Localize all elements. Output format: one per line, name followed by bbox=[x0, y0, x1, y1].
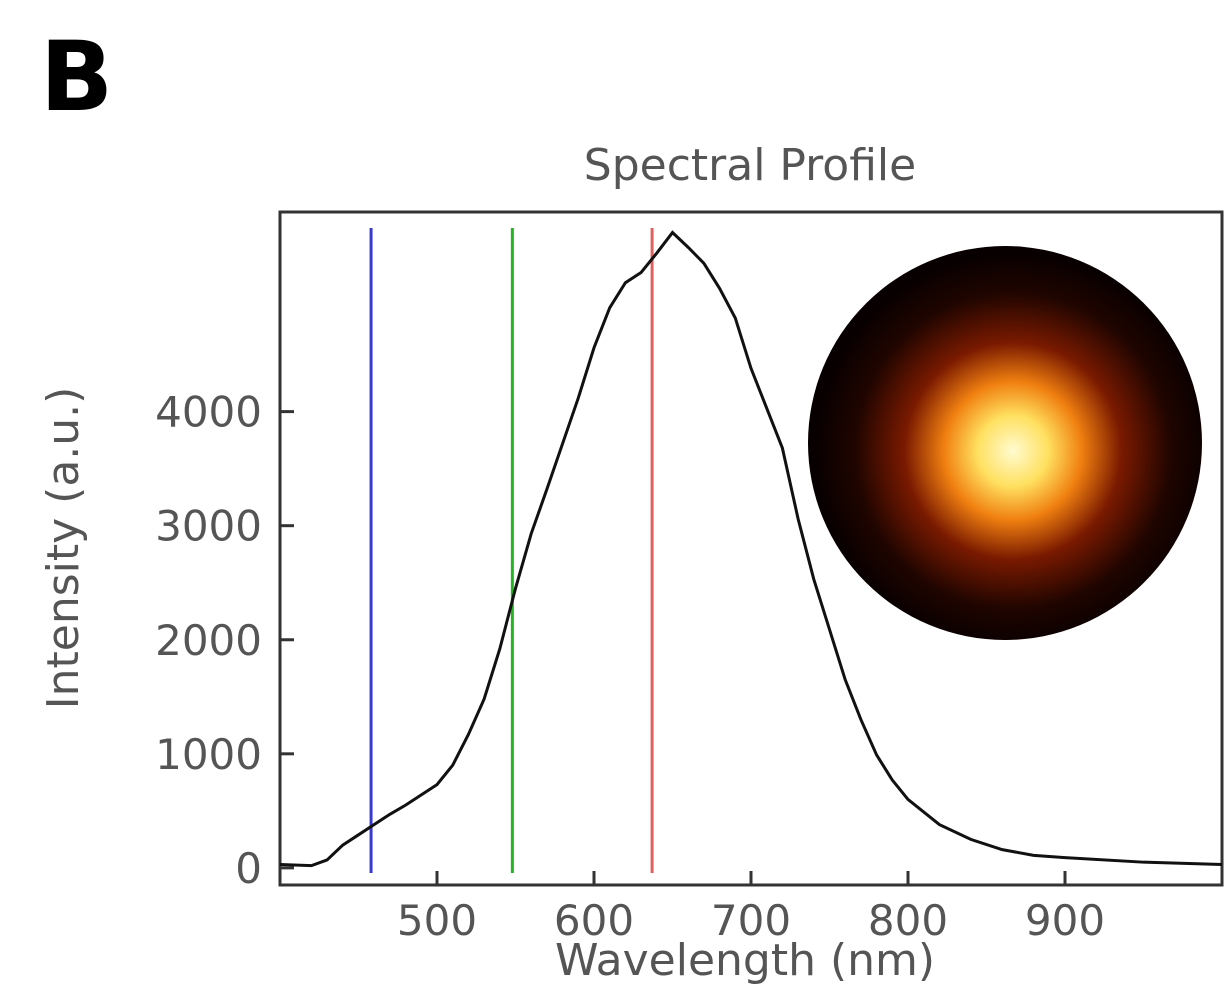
inset-image bbox=[808, 246, 1202, 640]
y-axis-label: Intensity (a.u.) bbox=[38, 387, 89, 710]
y-tick-label: 1000 bbox=[155, 730, 262, 779]
x-tick-label: 900 bbox=[1025, 896, 1105, 945]
panel-label: B bbox=[40, 21, 113, 133]
x-tick-label: 800 bbox=[868, 896, 948, 945]
x-tick-label: 700 bbox=[711, 896, 791, 945]
y-tick-label: 0 bbox=[235, 844, 262, 893]
x-tick-label: 600 bbox=[554, 896, 634, 945]
y-tick-label: 2000 bbox=[155, 616, 262, 665]
figure: B Spectral Profile Wavelength (nm) Inten… bbox=[0, 0, 1226, 997]
chart-title: Spectral Profile bbox=[584, 140, 916, 191]
y-tick-label: 4000 bbox=[155, 388, 262, 437]
y-tick-label: 3000 bbox=[155, 502, 262, 551]
x-tick-label: 500 bbox=[397, 896, 477, 945]
